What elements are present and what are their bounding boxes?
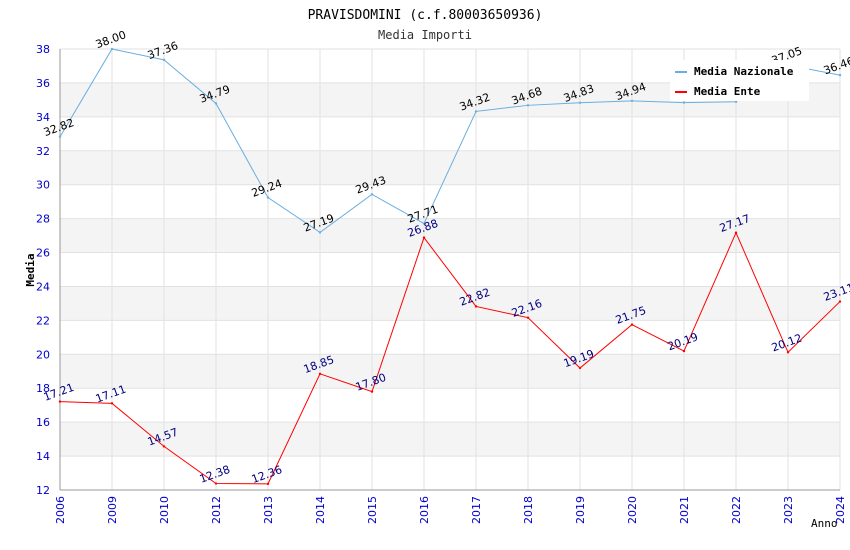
y-tick-label: 14: [36, 450, 50, 463]
plot-band: [60, 388, 840, 423]
plot-band: [60, 218, 840, 253]
x-tick-label: 2009: [106, 496, 119, 524]
y-tick-label: 20: [36, 348, 50, 361]
data-point-media-nazionale: [474, 110, 478, 113]
x-tick-label: 2015: [366, 496, 379, 524]
y-tick-label: 34: [36, 111, 50, 124]
data-point-media-nazionale: [266, 196, 270, 199]
x-tick-label: 2020: [626, 496, 639, 524]
x-axis-label: Anno: [811, 517, 838, 530]
y-tick-label: 28: [36, 213, 50, 226]
plot-band: [60, 456, 840, 490]
data-point-media-ente: [266, 482, 270, 486]
data-point-media-ente: [786, 351, 790, 354]
series-layer: [58, 47, 842, 486]
data-point-media-nazionale: [838, 73, 842, 77]
plot-band: [60, 252, 840, 287]
x-tick-label: 2022: [730, 496, 743, 524]
data-point-media-nazionale: [682, 101, 686, 104]
data-point-media-nazionale: [422, 222, 426, 225]
y-tick-label: 26: [36, 247, 50, 260]
x-tick-label: 2016: [418, 496, 431, 524]
plot-band: [60, 354, 840, 389]
data-point-media-ente: [526, 316, 530, 319]
data-point-media-nazionale: [214, 102, 218, 105]
data-point-media-ente: [422, 236, 426, 239]
x-tick-label: 2021: [678, 496, 691, 524]
x-tick-labels: 2006 2009 2010 2012 2013 2014 2015 2016 2017 2018…: [54, 496, 847, 524]
data-point-media-nazionale: [58, 135, 62, 139]
y-tick-label: 12: [36, 484, 50, 497]
plot-band: [60, 422, 840, 457]
data-point-media-ente: [110, 402, 114, 405]
chart-subtitle: Media Importi: [378, 28, 472, 42]
x-tick-label: 2012: [210, 496, 223, 524]
legend-label-media-ente: Media Ente: [694, 85, 761, 98]
data-point-media-nazionale: [526, 104, 530, 107]
x-tick-label: 2024: [834, 496, 847, 524]
y-tick-label: 16: [36, 416, 50, 429]
data-point-media-nazionale: [162, 58, 166, 62]
legend: Media Nazionale Media Ente: [670, 60, 809, 101]
x-tick-label: 2006: [54, 496, 67, 524]
x-tick-label: 2014: [314, 496, 327, 524]
data-point-media-nazionale: [630, 99, 634, 103]
data-point-media-nazionale: [110, 47, 114, 51]
series-line-media-ente: [59, 231, 841, 485]
data-point-media-ente: [474, 305, 478, 308]
data-point-media-nazionale: [734, 100, 738, 103]
data-point-media-nazionale: [318, 231, 322, 234]
y-tick-label: 32: [36, 145, 50, 158]
y-tick-label: 30: [36, 179, 50, 192]
legend-label-media-nazionale: Media Nazionale: [694, 65, 794, 78]
x-tick-label: 2018: [522, 496, 535, 524]
data-point-media-ente: [214, 482, 218, 485]
data-point-media-ente: [58, 400, 62, 403]
plot-bands: [60, 49, 840, 490]
data-point-media-nazionale: [578, 101, 582, 104]
data-point-media-ente: [578, 366, 582, 370]
y-tick-label: 36: [36, 77, 50, 90]
chart-title: PRAVISDOMINI (c.f.80003650936): [308, 8, 543, 23]
data-point-media-ente: [682, 349, 686, 353]
series-line-media-nazionale: [59, 48, 841, 233]
data-point-media-ente: [734, 231, 738, 234]
axes: [59, 49, 840, 491]
y-tick-label: 38: [36, 43, 50, 56]
y-tick-labels: 12 14 16 18 20 22 24 26 28 30 32 34 36 38: [36, 43, 50, 497]
plot-band: [60, 116, 840, 151]
data-point-media-ente: [370, 390, 374, 393]
y-tick-label: 18: [36, 382, 50, 395]
plot-band: [60, 286, 840, 321]
x-tick-label: 2010: [158, 496, 171, 524]
data-point-media-ente: [318, 372, 322, 376]
x-tick-label: 2013: [262, 496, 275, 524]
legend-box: [670, 60, 809, 101]
plot-band: [60, 320, 840, 355]
data-point-media-ente: [162, 445, 166, 448]
plot-band: [60, 184, 840, 219]
data-point-media-nazionale: [370, 193, 374, 196]
y-tick-label: 24: [36, 280, 50, 293]
data-label-media-nazionale: 38.00: [94, 28, 128, 51]
x-tick-label: 2017: [470, 496, 483, 524]
y-tick-label: 22: [36, 314, 50, 327]
data-point-media-ente: [630, 323, 634, 326]
x-tick-label: 2023: [782, 496, 795, 524]
data-point-media-ente: [838, 300, 842, 303]
x-tick-label: 2019: [574, 496, 587, 524]
y-axis-label: Media: [24, 253, 37, 286]
